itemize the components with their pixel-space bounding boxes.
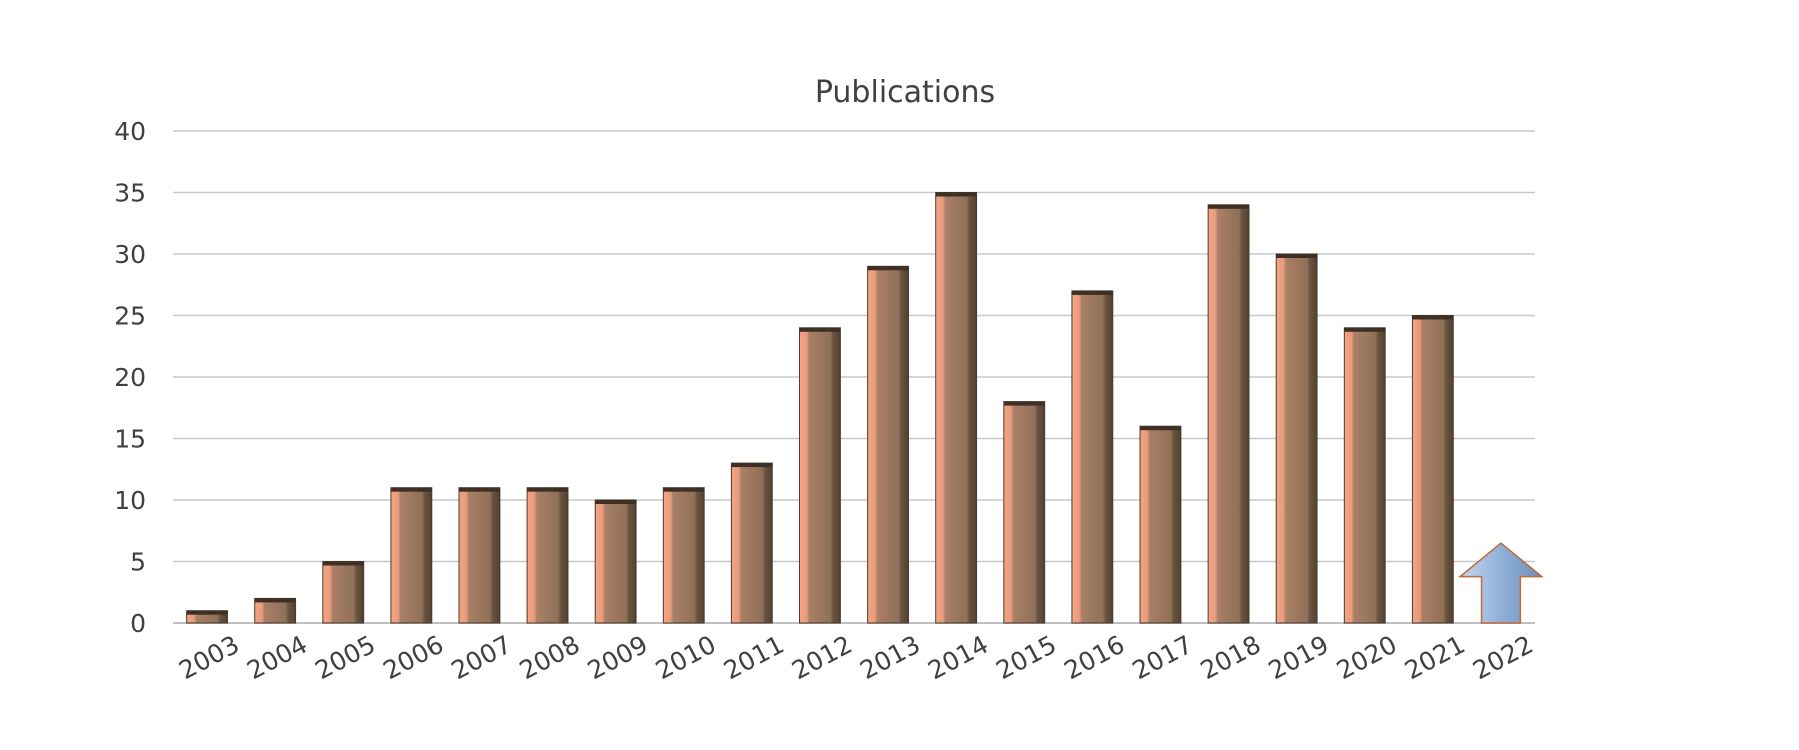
bars: [186, 192, 1544, 624]
x-tick-label: 2012: [787, 630, 857, 685]
bar: [1003, 401, 1046, 624]
bar: [254, 597, 297, 624]
bar-top-bevel: [1276, 254, 1318, 258]
y-tick-label: 20: [114, 363, 146, 392]
bar-top-bevel: [1208, 204, 1249, 209]
bar: [1071, 290, 1114, 624]
x-tick-label: 2011: [719, 630, 789, 685]
bar-top-bevel: [322, 561, 364, 566]
bar: [1139, 425, 1182, 624]
x-tick-label: 2004: [242, 630, 312, 685]
bar-top-bevel: [867, 266, 909, 271]
bar-top-bevel: [595, 500, 637, 504]
x-tick-label: 2022: [1468, 630, 1538, 685]
x-tick-label: 2008: [515, 630, 585, 685]
x-tick-label: 2015: [991, 630, 1061, 685]
x-tick-label: 2007: [447, 630, 517, 685]
bar-top-bevel: [799, 327, 841, 332]
bar: [322, 561, 365, 624]
x-tick-label: 2014: [923, 630, 993, 685]
y-tick-label: 30: [114, 240, 146, 269]
bar-top-bevel: [1412, 315, 1454, 320]
bar: [1275, 253, 1318, 624]
bar-top-bevel: [935, 192, 977, 197]
bar: [526, 487, 569, 624]
bar-top-bevel: [186, 610, 228, 615]
bar: [662, 487, 705, 624]
bar-top-bevel: [254, 598, 296, 603]
bar-top-bevel: [1003, 401, 1045, 406]
bar-top-bevel: [663, 487, 705, 492]
y-tick-label: 35: [114, 179, 146, 208]
bar: [730, 462, 773, 624]
x-tick-label: 2019: [1264, 630, 1334, 685]
x-tick-label: 2013: [855, 630, 925, 685]
x-tick-label: 2017: [1128, 630, 1198, 685]
bar: [867, 265, 909, 624]
x-tick-label: 2005: [310, 630, 380, 685]
bar-top-bevel: [731, 463, 773, 468]
y-tick-label: 10: [114, 486, 146, 515]
bar-top-bevel: [1344, 327, 1386, 332]
bar: [458, 487, 501, 624]
bar-top-bevel: [1071, 290, 1113, 295]
x-tick-label: 2018: [1196, 630, 1266, 685]
bar-top-bevel: [527, 487, 568, 492]
chart-title: Publications: [815, 75, 995, 110]
x-axis-ticks: 2003200420052006200720082009201020112012…: [174, 630, 1538, 685]
x-tick-label: 2010: [651, 630, 721, 685]
bar: [594, 499, 637, 624]
bar: [1207, 204, 1250, 624]
y-tick-label: 25: [114, 302, 146, 331]
bar: [1411, 315, 1454, 624]
x-tick-label: 2020: [1332, 630, 1402, 685]
y-tick-label: 0: [130, 609, 146, 638]
y-tick-label: 5: [130, 548, 146, 577]
y-tick-label: 40: [114, 117, 146, 146]
bar: [1343, 327, 1386, 624]
y-axis-ticks: 0 5 10 15 20 25 30 35 40: [114, 117, 146, 638]
x-tick-label: 2016: [1059, 630, 1129, 685]
x-tick-label: 2006: [378, 630, 448, 685]
bar-top-bevel: [1140, 426, 1181, 431]
x-tick-label: 2003: [174, 630, 244, 685]
up-arrow-icon: [1457, 542, 1544, 624]
x-tick-label: 2021: [1400, 630, 1470, 685]
x-tick-label: 2009: [583, 630, 653, 685]
bar: [799, 327, 841, 624]
y-tick-label: 15: [114, 425, 146, 454]
gridlines: [173, 130, 1535, 624]
bar: [390, 487, 433, 624]
bar-top-bevel: [459, 487, 500, 492]
bar-top-bevel: [390, 487, 432, 492]
bar: [935, 192, 978, 624]
